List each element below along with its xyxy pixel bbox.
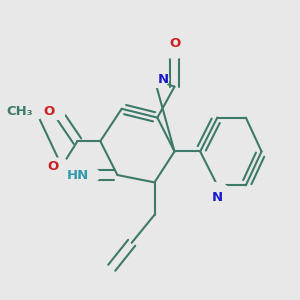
Text: CH₃: CH₃ [7,105,33,118]
Ellipse shape [207,182,228,199]
Text: HN: HN [67,169,89,182]
Ellipse shape [22,103,44,120]
Text: N: N [158,73,169,86]
Text: N: N [212,190,223,204]
Text: O: O [48,160,59,173]
Text: O: O [44,105,55,118]
Ellipse shape [44,103,65,120]
Ellipse shape [147,71,169,87]
Ellipse shape [48,158,70,174]
Ellipse shape [164,42,185,58]
Text: O: O [169,38,180,50]
Ellipse shape [78,167,100,183]
